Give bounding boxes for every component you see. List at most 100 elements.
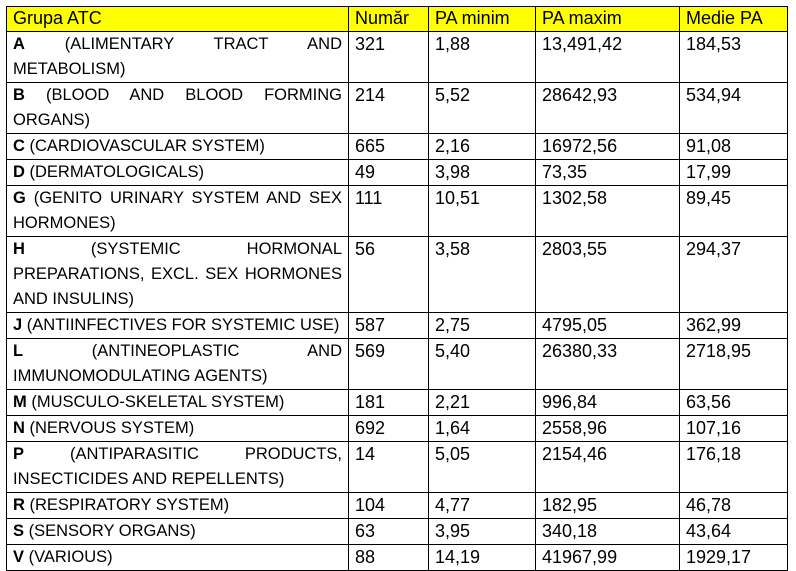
cell-pa-maxim: 340,18 (535, 518, 680, 545)
header-pa-minim: PA minim (428, 6, 536, 32)
cell-pa-maxim: 996,84 (535, 389, 680, 416)
cell-grupa: J (ANTIINFECTIVES FOR SYSTEMIC USE) (6, 312, 349, 339)
cell-medie-pa: 91,08 (679, 133, 788, 160)
cell-grupa: V (VARIOUS) (6, 544, 349, 571)
table-row: D (DERMATOLOGICALS) 49 3,98 73,35 17,99 (6, 159, 788, 186)
cell-numar: 692 (348, 415, 429, 442)
atc-code: V (13, 548, 25, 566)
atc-code: M (13, 393, 27, 411)
cell-numar: 569 (348, 338, 429, 390)
cell-numar: 321 (348, 31, 429, 83)
cell-pa-minim: 5,05 (428, 441, 536, 493)
cell-pa-maxim: 182,95 (535, 492, 680, 519)
atc-code: N (13, 419, 25, 437)
table-row: P (ANTIPARASITIC PRODUCTS, INSECTICIDES … (6, 441, 788, 493)
cell-pa-minim: 2,16 (428, 133, 536, 160)
cell-numar: 14 (348, 441, 429, 493)
cell-pa-minim: 3,95 (428, 518, 536, 545)
atc-description: (ALIMENTARY TRACT AND METABOLISM) (13, 35, 342, 78)
cell-grupa: B (BLOOD AND BLOOD FORMING ORGANS) (6, 82, 349, 134)
header-medie-pa: Medie PA (679, 6, 788, 32)
cell-pa-minim: 5,40 (428, 338, 536, 390)
atc-code: C (13, 137, 25, 155)
table-row: J (ANTIINFECTIVES FOR SYSTEMIC USE) 587 … (6, 312, 788, 339)
atc-description: (ANTIINFECTIVES FOR SYSTEMIC USE) (22, 316, 340, 334)
cell-pa-maxim: 73,35 (535, 159, 680, 186)
table-row: N (NERVOUS SYSTEM) 692 1,64 2558,96 107,… (6, 415, 788, 442)
cell-grupa: C (CARDIOVASCULAR SYSTEM) (6, 133, 349, 160)
atc-description: (GENITO URINARY SYSTEM AND SEX HORMONES) (13, 189, 342, 232)
atc-code: J (13, 316, 23, 334)
atc-code: D (13, 163, 25, 181)
cell-numar: 111 (348, 185, 429, 237)
cell-pa-maxim: 16972,56 (535, 133, 680, 160)
cell-pa-minim: 1,88 (428, 31, 536, 83)
cell-grupa: H (SYSTEMIC HORMONAL PREPARATIONS, EXCL.… (6, 236, 349, 313)
cell-pa-maxim: 2558,96 (535, 415, 680, 442)
table-row: C (CARDIOVASCULAR SYSTEM) 665 2,16 16972… (6, 133, 788, 160)
atc-description: (SYSTEMIC HORMONAL PREPARATIONS, EXCL. S… (13, 240, 342, 308)
cell-medie-pa: 89,45 (679, 185, 788, 237)
cell-medie-pa: 184,53 (679, 31, 788, 83)
cell-pa-maxim: 2154,46 (535, 441, 680, 493)
cell-numar: 214 (348, 82, 429, 134)
cell-pa-minim: 3,58 (428, 236, 536, 313)
atc-code: P (13, 445, 25, 463)
cell-pa-minim: 2,75 (428, 312, 536, 339)
cell-pa-maxim: 1302,58 (535, 185, 680, 237)
cell-medie-pa: 176,18 (679, 441, 788, 493)
cell-pa-maxim: 13,491,42 (535, 31, 680, 83)
cell-medie-pa: 63,56 (679, 389, 788, 416)
header-grupa-atc: Grupa ATC (6, 6, 349, 32)
atc-description: (SENSORY ORGANS) (24, 522, 196, 540)
atc-code: G (13, 189, 26, 207)
cell-medie-pa: 17,99 (679, 159, 788, 186)
atc-description: (BLOOD AND BLOOD FORMING ORGANS) (13, 86, 342, 129)
cell-pa-maxim: 41967,99 (535, 544, 680, 571)
cell-numar: 49 (348, 159, 429, 186)
atc-description: (VARIOUS) (24, 548, 113, 566)
cell-medie-pa: 294,37 (679, 236, 788, 313)
cell-numar: 665 (348, 133, 429, 160)
cell-pa-maxim: 4795,05 (535, 312, 680, 339)
atc-code: A (13, 35, 25, 53)
cell-pa-maxim: 26380,33 (535, 338, 680, 390)
cell-numar: 181 (348, 389, 429, 416)
table-row: M (MUSCULO-SKELETAL SYSTEM) 181 2,21 996… (6, 389, 788, 416)
cell-grupa: N (NERVOUS SYSTEM) (6, 415, 349, 442)
cell-numar: 63 (348, 518, 429, 545)
cell-grupa: D (DERMATOLOGICALS) (6, 159, 349, 186)
cell-medie-pa: 1929,17 (679, 544, 788, 571)
table-row: L (ANTINEOPLASTIC AND IMMUNOMODULATING A… (6, 338, 788, 390)
cell-numar: 88 (348, 544, 429, 571)
cell-medie-pa: 107,16 (679, 415, 788, 442)
header-pa-maxim: PA maxim (535, 6, 680, 32)
atc-description: (RESPIRATORY SYSTEM) (24, 496, 230, 514)
atc-code: R (13, 496, 25, 514)
atc-code: H (13, 240, 25, 258)
table-row: B (BLOOD AND BLOOD FORMING ORGANS) 214 5… (6, 82, 788, 134)
cell-medie-pa: 46,78 (679, 492, 788, 519)
cell-pa-minim: 14,19 (428, 544, 536, 571)
cell-medie-pa: 2718,95 (679, 338, 788, 390)
cell-grupa: G (GENITO URINARY SYSTEM AND SEX HORMONE… (6, 185, 349, 237)
cell-grupa: P (ANTIPARASITIC PRODUCTS, INSECTICIDES … (6, 441, 349, 493)
cell-pa-maxim: 28642,93 (535, 82, 680, 134)
atc-description: (NERVOUS SYSTEM) (24, 419, 195, 437)
cell-numar: 56 (348, 236, 429, 313)
cell-pa-maxim: 2803,55 (535, 236, 680, 313)
cell-medie-pa: 43,64 (679, 518, 788, 545)
table-row: G (GENITO URINARY SYSTEM AND SEX HORMONE… (6, 185, 788, 237)
atc-description: (CARDIOVASCULAR SYSTEM) (24, 137, 265, 155)
atc-description: (DERMATOLOGICALS) (24, 163, 205, 181)
cell-grupa: L (ANTINEOPLASTIC AND IMMUNOMODULATING A… (6, 338, 349, 390)
table-header: Grupa ATC Număr PA minim PA maxim Medie … (6, 6, 788, 32)
cell-grupa: S (SENSORY ORGANS) (6, 518, 349, 545)
header-row: Grupa ATC Număr PA minim PA maxim Medie … (6, 6, 788, 32)
table-row: A (ALIMENTARY TRACT AND METABOLISM) 321 … (6, 31, 788, 83)
atc-description: (ANTIPARASITIC PRODUCTS, INSECTICIDES AN… (13, 445, 342, 488)
cell-medie-pa: 362,99 (679, 312, 788, 339)
header-numar: Număr (348, 6, 429, 32)
cell-pa-minim: 3,98 (428, 159, 536, 186)
atc-table: Grupa ATC Număr PA minim PA maxim Medie … (6, 6, 788, 571)
